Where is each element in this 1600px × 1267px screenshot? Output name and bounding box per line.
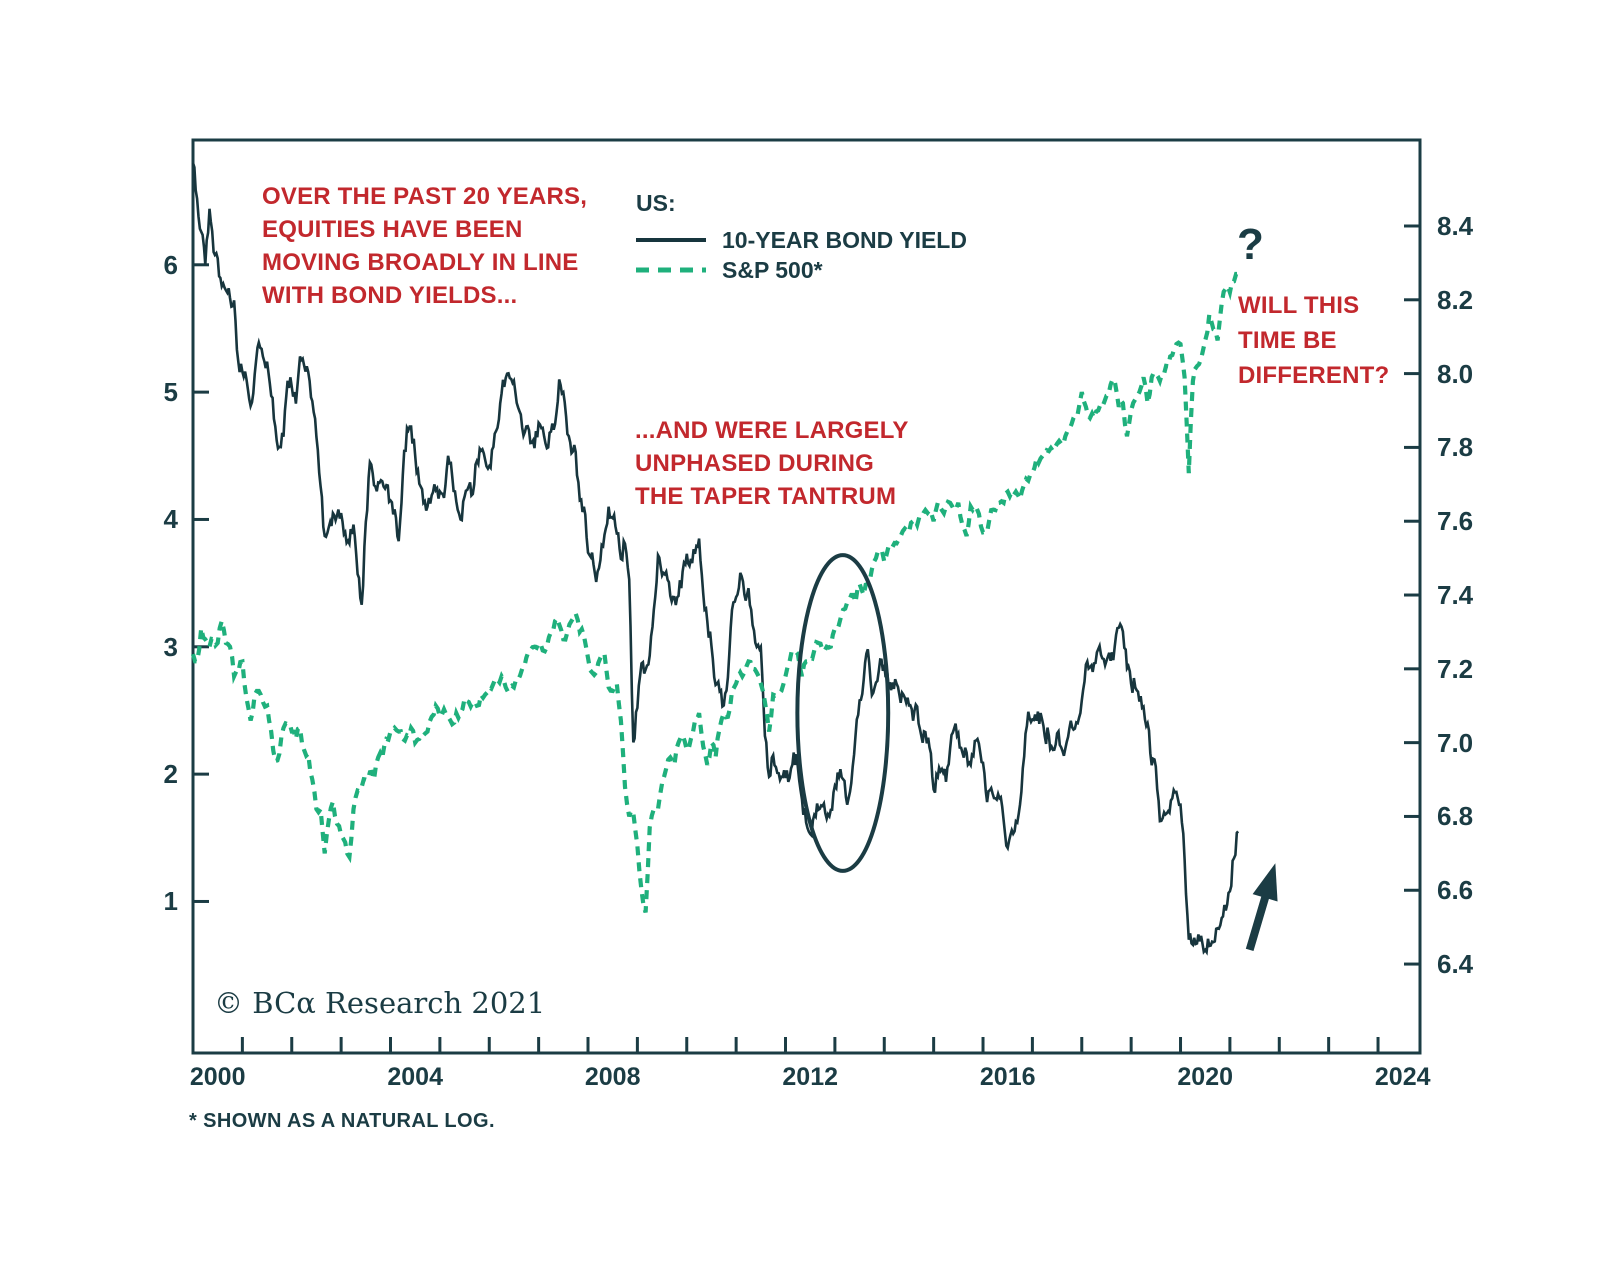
annotation-line: UNPHASED DURING [635, 450, 875, 477]
natural-log-footnote: * SHOWN AS A NATURAL LOG. [189, 1110, 495, 1132]
annotation-line: ...AND WERE LARGELY [635, 417, 909, 444]
up-arrow-shaft [1245, 890, 1271, 951]
bond-yield-line [191, 162, 1240, 956]
right-axis-tick-label: 7.6 [1437, 506, 1474, 537]
taper-tantrum-ellipse [795, 553, 891, 873]
left-axis-tick-label: 2 [163, 759, 178, 790]
right-axis-tick-label: 7.2 [1437, 653, 1474, 684]
left-axis-tick-label: 3 [163, 631, 178, 662]
x-axis-year-label: 2004 [387, 1063, 443, 1091]
right-axis-tick-label: 7.8 [1437, 432, 1474, 463]
annotation-line: WILL THIS [1238, 292, 1360, 319]
annotation-line: OVER THE PAST 20 YEARS, [262, 183, 588, 210]
annotation-line: TIME BE [1238, 327, 1337, 354]
x-axis-year-label: 2024 [1374, 1063, 1431, 1091]
legend-item-sp500: S&P 500* [636, 255, 967, 285]
annotation-taper-tantrum: ...AND WERE LARGELY UNPHASED DURING THE … [635, 414, 909, 513]
dashed-line-sample-icon [636, 267, 706, 273]
copyright-text: © BCα Research 2021 [214, 986, 546, 1020]
right-axis-tick-label: 8.2 [1437, 284, 1474, 315]
sp500-line [190, 271, 1239, 914]
left-axis-tick-label: 6 [163, 249, 178, 280]
left-axis-tick-label: 4 [163, 504, 178, 535]
right-axis-tick-label: 6.6 [1437, 875, 1474, 906]
right-axis-tick-label: 8.0 [1437, 358, 1474, 389]
legend-heading: US: [636, 190, 676, 216]
legend-item-bond-yield: 10-YEAR BOND YIELD [636, 225, 967, 255]
up-arrow-head [1252, 863, 1278, 902]
x-axis-year-label: 2020 [1177, 1063, 1234, 1091]
right-axis-tick-label: 6.8 [1437, 801, 1474, 832]
left-axis-tick-label: 1 [163, 886, 178, 917]
right-axis-tick-label: 7.4 [1437, 580, 1474, 611]
right-axis-tick-label: 8.4 [1437, 210, 1474, 241]
annotation-past-20-years: OVER THE PAST 20 YEARS, EQUITIES HAVE BE… [262, 180, 587, 312]
right-axis-tick-label: 7.0 [1437, 727, 1474, 758]
annotation-line: THE TAPER TANTRUM [635, 483, 897, 510]
x-axis-year-label: 2016 [979, 1063, 1036, 1091]
annotation-will-this-time: WILL THIS TIME BE DIFFERENT? [1238, 288, 1389, 393]
solid-line-sample-icon [636, 238, 706, 242]
legend-label: 10-YEAR BOND YIELD [722, 226, 967, 253]
legend: US: 10-YEAR BOND YIELD S&P 500* [636, 190, 967, 285]
x-axis-year-label: 2000 [189, 1063, 246, 1091]
annotation-line: WITH BOND YIELDS... [262, 282, 518, 309]
x-axis-year-label: 2008 [584, 1063, 641, 1091]
annotation-line: MOVING BROADLY IN LINE [262, 249, 579, 276]
legend-label: S&P 500* [722, 256, 823, 283]
right-axis-tick-label: 6.4 [1437, 949, 1474, 980]
question-mark: ? [1237, 220, 1264, 269]
left-axis-tick-label: 5 [163, 377, 178, 408]
annotation-line: DIFFERENT? [1238, 362, 1390, 389]
annotation-line: EQUITIES HAVE BEEN [262, 216, 523, 243]
x-axis-year-label: 2012 [782, 1063, 839, 1091]
